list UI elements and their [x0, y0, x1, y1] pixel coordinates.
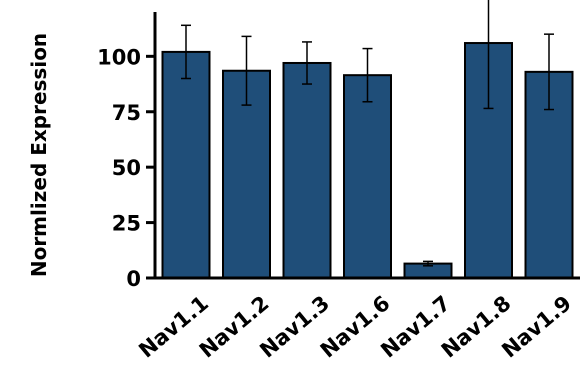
- bar-nav1-3: [282, 61, 332, 279]
- bar-nav1-6: [343, 74, 392, 279]
- y-tick-label: 50: [112, 156, 141, 180]
- y-tick-label: 25: [112, 212, 141, 236]
- y-tick-label: 100: [97, 45, 141, 69]
- x-tick-label: Nav1.9: [497, 291, 576, 363]
- y-tick-label: 75: [112, 101, 141, 125]
- x-tick-labels-group: Nav1.1Nav1.2Nav1.3Nav1.6Nav1.7Nav1.8Nav1…: [134, 291, 576, 363]
- y-tick-label: 0: [126, 267, 141, 291]
- y-ticks-group: 0 25 50 75 100: [97, 45, 155, 291]
- bar-nav1-1: [161, 50, 211, 280]
- y-axis-label: Normlized Expression: [27, 33, 51, 277]
- error-bars-group: [181, 0, 554, 267]
